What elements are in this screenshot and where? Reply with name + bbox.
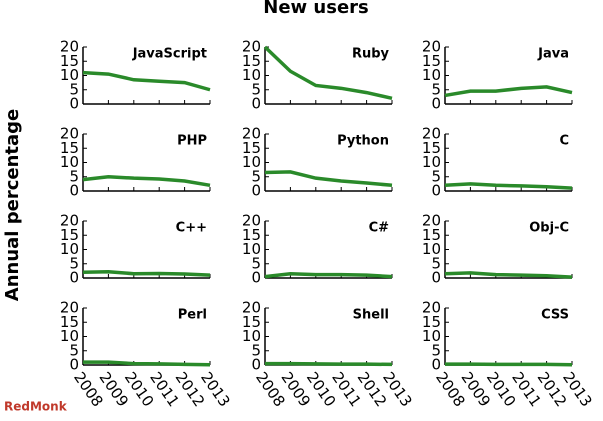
- y-tick-label: 10: [242, 327, 261, 345]
- y-tick-label: 15: [242, 313, 261, 331]
- y-tick-label: 20: [242, 212, 261, 230]
- x-tick-label: 2013: [197, 369, 234, 411]
- line: [265, 361, 393, 367]
- y-tick-label: 0: [431, 95, 441, 113]
- line: [82, 269, 211, 277]
- panel-title: Ruby: [352, 47, 390, 62]
- y-tick-label: 5: [431, 80, 441, 98]
- y-tick-label: 10: [242, 240, 261, 258]
- line: [264, 271, 393, 279]
- line: [264, 170, 393, 188]
- line: [444, 182, 573, 190]
- y-tick-label: 0: [69, 356, 79, 374]
- y-tick-label: 15: [60, 313, 79, 331]
- panel-title: Obj-C: [529, 221, 569, 236]
- y-tick-label: 0: [431, 182, 441, 200]
- y-tick-label: 5: [431, 167, 441, 185]
- y-tick-label: 15: [422, 139, 441, 157]
- y-axis-label: Annual percentage: [2, 109, 23, 301]
- line: [445, 362, 573, 367]
- y-tick-label: 15: [422, 52, 441, 70]
- chart-title: New users: [263, 0, 369, 18]
- y-tick-label: 10: [60, 153, 79, 171]
- y-tick-label: 0: [69, 182, 79, 200]
- y-tick-label: 15: [60, 226, 79, 244]
- y-tick-label: 15: [242, 139, 261, 157]
- panel-title: Shell: [353, 308, 389, 323]
- y-tick-label: 0: [431, 269, 441, 287]
- y-tick-label: 10: [422, 240, 441, 258]
- y-tick-label: 20: [422, 38, 441, 56]
- y-tick-label: 15: [60, 139, 79, 157]
- y-tick-label: 0: [251, 95, 261, 113]
- line: [82, 174, 211, 188]
- panel-title: JavaScript: [132, 47, 207, 62]
- y-tick-label: 15: [422, 226, 441, 244]
- y-tick-label: 10: [422, 327, 441, 345]
- y-tick-label: 15: [242, 52, 261, 70]
- panel-title: C++: [176, 221, 207, 236]
- panel-title: Python: [337, 134, 389, 149]
- line: [444, 85, 573, 98]
- y-tick-label: 10: [60, 327, 79, 345]
- y-tick-label: 10: [242, 66, 261, 84]
- y-tick-label: 10: [242, 153, 261, 171]
- y-tick-label: 20: [242, 38, 261, 56]
- y-tick-label: 5: [69, 341, 79, 359]
- panel-title: CSS: [541, 308, 569, 323]
- source: RedMonk: [4, 400, 68, 414]
- panel-title: Java: [537, 47, 569, 62]
- y-tick-label: 5: [431, 254, 441, 272]
- y-tick-label: 5: [251, 341, 261, 359]
- y-tick-label: 20: [60, 38, 79, 56]
- line: [263, 45, 393, 101]
- y-tick-label: 20: [422, 125, 441, 143]
- y-tick-label: 15: [422, 313, 441, 331]
- line: [83, 360, 211, 367]
- y-tick-label: 0: [69, 269, 79, 287]
- y-tick-label: 15: [242, 226, 261, 244]
- y-tick-label: 5: [69, 167, 79, 185]
- panel-title: Perl: [178, 308, 207, 323]
- y-tick-label: 5: [251, 80, 261, 98]
- y-tick-label: 0: [431, 356, 441, 374]
- panel-title: C: [559, 134, 569, 149]
- y-tick-label: 20: [242, 125, 261, 143]
- y-tick-label: 5: [69, 254, 79, 272]
- y-tick-label: 20: [422, 299, 441, 317]
- y-tick-label: 0: [251, 182, 261, 200]
- y-tick-label: 5: [69, 80, 79, 98]
- line: [444, 271, 573, 279]
- y-tick-label: 10: [422, 153, 441, 171]
- y-tick-label: 5: [431, 341, 441, 359]
- y-tick-label: 0: [251, 269, 261, 287]
- y-tick-label: 20: [60, 125, 79, 143]
- y-tick-label: 20: [60, 212, 79, 230]
- y-tick-label: 20: [242, 299, 261, 317]
- y-tick-label: 5: [251, 167, 261, 185]
- y-tick-label: 10: [60, 240, 79, 258]
- x-tick-label: 2013: [379, 369, 416, 411]
- panel-title: C#: [369, 221, 390, 236]
- panel-title: PHP: [177, 134, 207, 149]
- y-tick-label: 0: [69, 95, 79, 113]
- y-tick-label: 15: [60, 52, 79, 70]
- x-tick-label: 2013: [559, 369, 596, 411]
- y-tick-label: 20: [60, 299, 79, 317]
- line: [82, 70, 211, 92]
- y-tick-label: 10: [422, 66, 441, 84]
- y-tick-label: 10: [60, 66, 79, 84]
- y-tick-label: 0: [251, 356, 261, 374]
- y-tick-label: 20: [422, 212, 441, 230]
- y-tick-label: 5: [251, 254, 261, 272]
